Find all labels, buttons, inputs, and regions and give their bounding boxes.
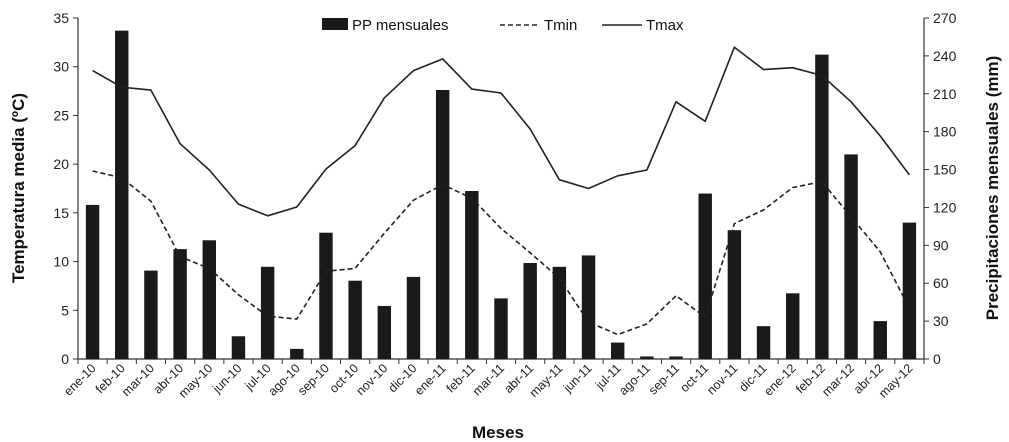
y2-tick-label: 60: [933, 275, 949, 291]
bar-pp: [844, 154, 858, 359]
y2-tick-label: 0: [933, 351, 941, 367]
y2-tick-label: 150: [933, 162, 957, 178]
x-tick-label: sep-11: [646, 361, 682, 397]
bar-pp: [698, 193, 712, 359]
bar-pp: [319, 232, 333, 359]
y2-axis-title: Precipitaciones mensuales (mm): [983, 56, 1002, 321]
y2-tick-label: 180: [933, 124, 957, 140]
line-tmin: [92, 170, 911, 336]
line-series: [92, 46, 911, 336]
legend: PP mensuales Tmin Tmax: [322, 17, 684, 34]
bar-pp: [581, 255, 596, 359]
x-tick-label: sep-10: [295, 361, 332, 398]
y2-tick-label: 30: [933, 313, 949, 329]
y2-tick-label: 240: [933, 48, 957, 64]
x-tick-label: mar-11: [470, 361, 507, 398]
bar-pp: [115, 30, 129, 359]
y2-tick-label: 90: [933, 237, 949, 253]
bar-pp: [290, 348, 304, 359]
legend-swatch-pp: [322, 18, 348, 30]
y-tick-label: 20: [53, 156, 69, 172]
y-tick-label: 25: [53, 107, 69, 123]
x-tick-label: ene-12: [761, 361, 798, 398]
x-tick-label: mar-10: [119, 361, 157, 399]
bar-pp: [465, 191, 479, 359]
bar-pp: [406, 276, 421, 359]
bar-pp: [523, 263, 537, 359]
y2-tick-label: 120: [933, 199, 957, 215]
bar-pp: [640, 356, 654, 359]
bar-pp: [173, 249, 187, 359]
x-axis-title: Meses: [472, 423, 524, 442]
bar-pp: [727, 230, 742, 359]
bar-pp: [669, 356, 683, 359]
bar-pp: [348, 280, 362, 359]
y2-tick-label: 270: [933, 10, 957, 26]
bar-pp: [786, 293, 800, 359]
bar-pp: [552, 266, 567, 359]
x-tick-label: ago-11: [616, 361, 653, 398]
y-axis-title: Temperatura media (ºC): [9, 93, 28, 283]
bar-pp: [85, 204, 100, 359]
y-tick-label: 30: [53, 59, 69, 75]
x-tick-label: ene-11: [412, 361, 449, 398]
y-tick-label: 0: [61, 351, 69, 367]
x-tick-label: nov-11: [704, 361, 740, 397]
x-tick-label: mar-12: [819, 361, 857, 399]
bar-pp: [435, 89, 450, 359]
bar-pp: [873, 321, 887, 359]
bar-pp: [260, 266, 275, 359]
bar-pp: [144, 270, 158, 359]
x-tick-label: may-11: [527, 361, 566, 400]
y-tick-label: 5: [61, 302, 69, 318]
y2-tick-label: 210: [933, 86, 957, 102]
bar-pp: [202, 240, 216, 359]
y-tick-label: 10: [53, 254, 69, 270]
bar-pp: [815, 54, 829, 360]
x-tick-label: jun-11: [560, 361, 595, 396]
bar-pp: [231, 336, 246, 359]
y-tick-label: 35: [53, 10, 69, 26]
bar-pp: [756, 326, 771, 359]
bar-pp: [494, 298, 508, 359]
legend-label-pp: PP mensuales: [352, 17, 448, 34]
x-tick-label: nov-10: [353, 361, 390, 398]
x-tick-label: jun-10: [209, 361, 244, 396]
bar-pp: [610, 342, 625, 359]
x-tick-label: ago-10: [265, 361, 302, 398]
line-tmax: [92, 46, 911, 217]
y-tick-label: 15: [53, 205, 69, 221]
bar-pp: [377, 305, 392, 359]
bar-pp: [902, 222, 917, 359]
legend-label-tmax: Tmax: [646, 17, 684, 34]
bar-series-pp: [85, 30, 917, 360]
legend-label-tmin: Tmin: [544, 17, 577, 34]
